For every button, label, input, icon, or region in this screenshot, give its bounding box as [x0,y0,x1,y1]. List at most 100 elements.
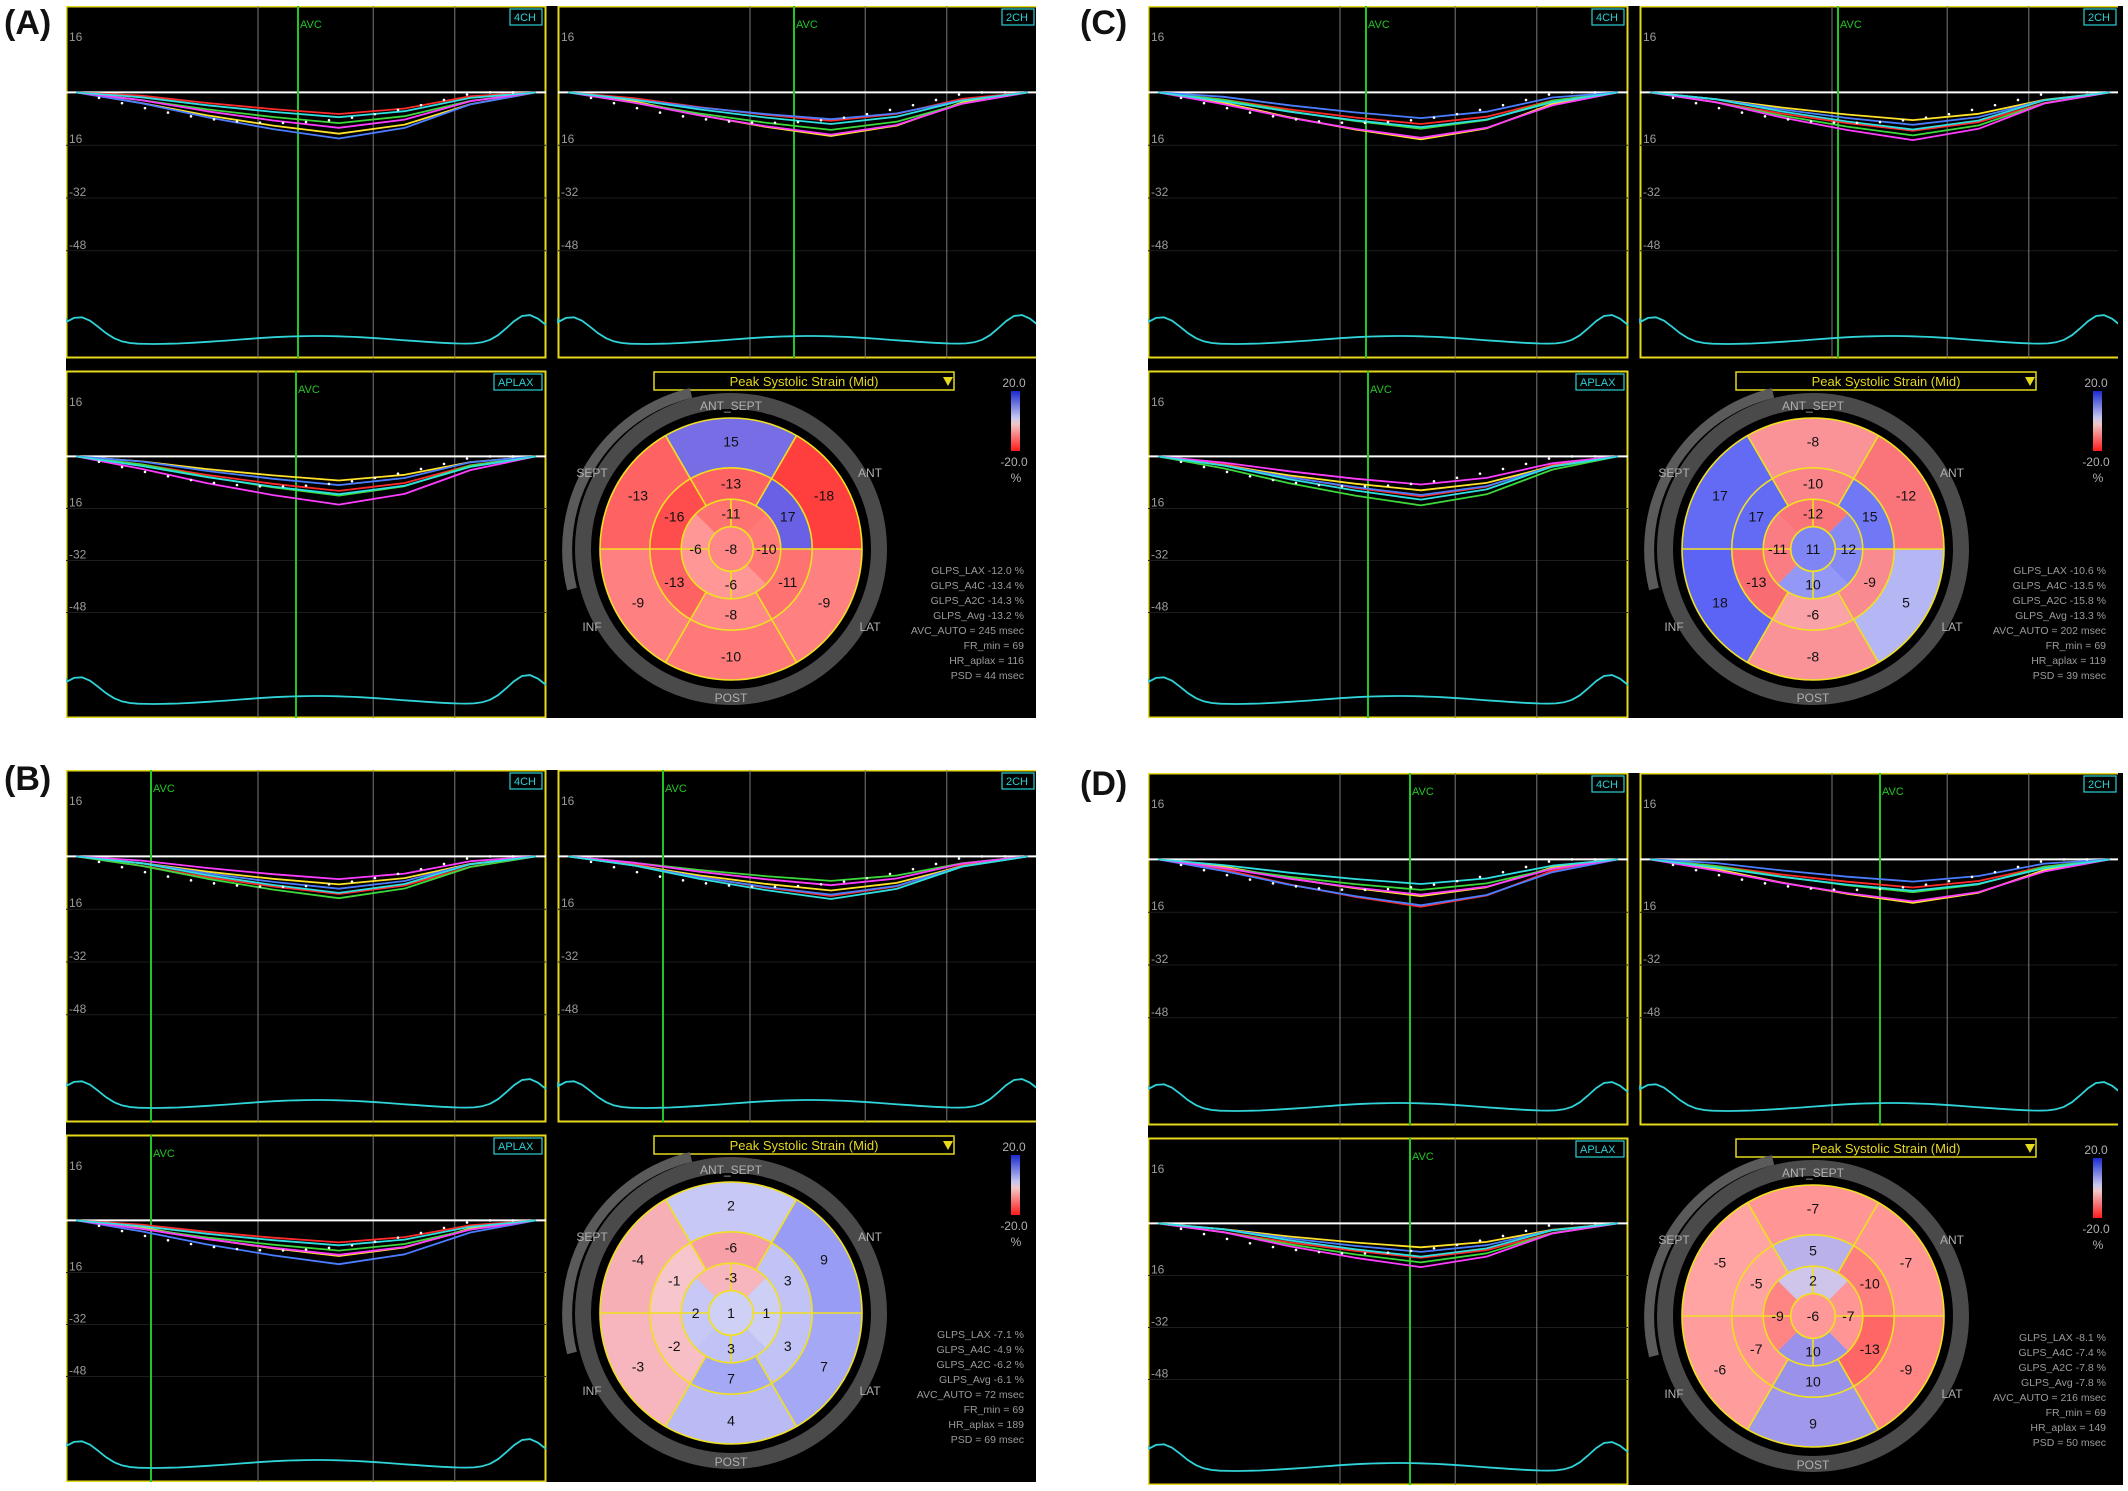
strain-plot-4ch: 16 16 -32 -48 AVC 4CH [1148,6,1629,359]
average-dot [1271,1245,1275,1249]
metric-line: HR_aplax = 149 [2030,1422,2106,1434]
average-dot [1294,118,1298,121]
average-dot [1179,863,1183,867]
view-tag: APLAX [1580,377,1616,389]
view-tag-box [1575,373,1625,391]
y-tick-label: -32 [69,949,87,963]
average-dot [1409,1249,1413,1253]
apex-fill [708,1290,754,1336]
average-dot [511,91,515,94]
strain-trace [567,91,1029,136]
segment-fill [649,1242,707,1313]
average-dot [350,1243,354,1247]
segment-fill [649,549,707,620]
average-dot [166,474,170,478]
average-dot [1547,457,1551,460]
segment-fill [690,467,772,506]
wall-label-sept: SEPT [576,466,608,480]
average-dot [442,1226,446,1230]
plot-frame [1148,370,1629,718]
avc-label: AVC [1882,786,1904,798]
segment-fill [690,1231,772,1270]
average-dot [1501,1234,1505,1238]
segment-value: -13 [1746,574,1766,590]
average-dot [1317,483,1321,487]
segment-fill [1682,435,1773,549]
scale-max: 20.0 [2084,1143,2108,1157]
y-tick-label: 16 [69,896,83,910]
metric-line: PSD = 69 msec [951,1434,1024,1446]
plot-frame [66,370,547,718]
strain-plot-4ch: 16 16 -32 -48 AVC 4CH [66,770,547,1123]
average-dot [442,462,446,466]
outer-ring [575,1157,887,1469]
average-dot [1248,474,1252,478]
average-dot [1317,887,1321,890]
average-dot [1524,98,1528,102]
avc-label: AVC [153,783,175,795]
y-tick-label: -48 [1643,1005,1661,1019]
y-tick-label: 16 [1643,899,1657,913]
segment-value: 15 [723,434,739,450]
segment-divider [1837,591,1880,663]
wall-label-lat: LAT [1941,1387,1963,1401]
segment-value: -8 [1807,434,1820,450]
average-dot [1947,879,1951,883]
title-dropdown [1735,1138,2037,1158]
scale-min: -20.0 [1000,1219,1028,1233]
segment-value: -11 [778,574,797,590]
segment-divider [1837,1202,1880,1274]
average-dot [1478,472,1482,475]
average-dot [1570,858,1574,861]
wall-label-inf: INF [1664,620,1683,634]
y-tick-label: 16 [1151,1262,1165,1276]
average-dot [1570,455,1574,458]
strain-trace [75,455,537,486]
average-dot [1593,455,1597,458]
strain-plot-2ch: 16 16 -32 -48 AVC 2CH [557,770,1036,1123]
segment-value: -11 [721,506,740,522]
bullseye-title: Peak Systolic Strain (Mid) [730,374,879,389]
strain-plot-2ch: 16 16 -32 -48 AVC 2CH [557,6,1036,359]
average-dot [511,1219,515,1222]
average-dot [189,1242,193,1246]
scale-unit: % [1011,1235,1022,1249]
segment-divider [1746,1202,1789,1274]
plot-frame [1148,6,1629,359]
y-tick-label: -32 [561,185,579,199]
outer-arc [562,1152,693,1355]
metric-line: GLPS_Avg -13.3 % [2015,610,2106,622]
outer-ring [1657,393,1969,705]
average-dot [97,460,101,464]
average-dot [1901,118,1905,122]
average-dot [2039,860,2043,863]
y-tick-label: -32 [69,1312,87,1326]
segment-fill [1772,592,1854,631]
metric-line: GLPS_Avg -13.2 % [933,610,1024,622]
segment-value: 5 [1809,1243,1817,1259]
average-dot [2016,865,2020,869]
strain-trace [75,455,537,496]
segment-fill [1853,1316,1944,1430]
segment-value: -5 [1750,1275,1763,1291]
wall-label-sept: SEPT [1658,466,1690,480]
y-tick-label: 16 [69,495,83,509]
strain-trace [75,1219,537,1266]
average-dot [1248,1241,1252,1245]
wall-label-ant-sept: ANT_SEPT [1782,1166,1845,1180]
segment-value: -13 [1860,1341,1880,1357]
segment-value: -16 [664,508,684,524]
average-dot [1340,1251,1344,1255]
view-tag-box [2083,8,2117,26]
average-dot [511,855,515,858]
y-tick-label: 16 [1643,132,1657,146]
average-dot [750,885,754,888]
average-dot [612,101,616,105]
average-dot [1363,1252,1367,1255]
strain-trace [1157,858,1619,896]
average-dot [1740,878,1744,881]
segment-value: 15 [1862,508,1878,524]
view-tag-box [509,8,543,26]
y-tick-label: 16 [1151,30,1165,44]
color-scale-bar [2093,391,2102,451]
